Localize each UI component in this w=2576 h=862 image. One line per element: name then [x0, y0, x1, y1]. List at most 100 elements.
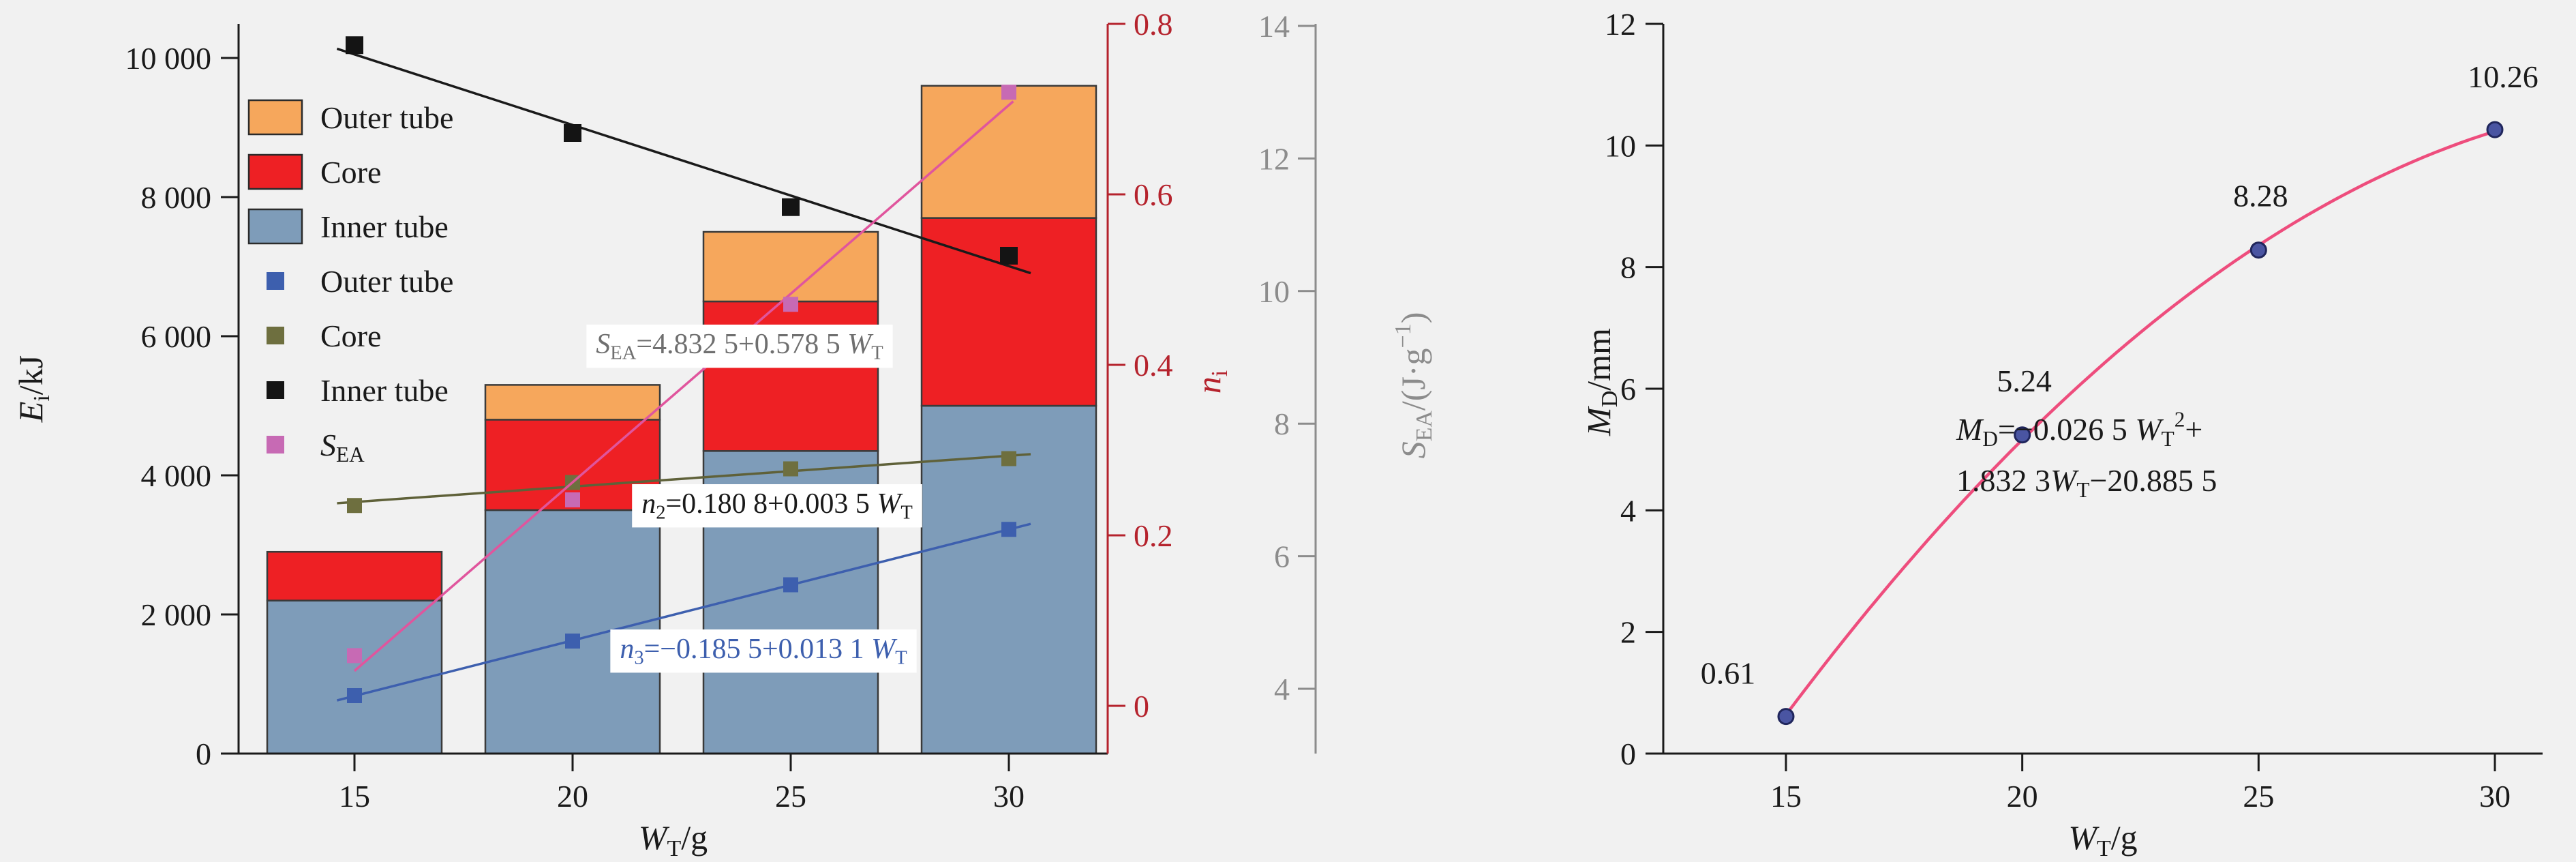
y-tick-label: 2 000 — [141, 597, 212, 632]
y-tick-label: 12 — [1605, 7, 1636, 42]
n-tick-label: 0.4 — [1134, 348, 1173, 383]
scatter-point — [565, 634, 580, 649]
legend-label: Inner tube — [320, 209, 449, 244]
x-axis-title: WT/g — [2068, 818, 2137, 861]
n-tick-label: 0.2 — [1134, 518, 1173, 553]
legend-marker — [267, 381, 284, 399]
data-point — [2249, 241, 2267, 259]
sea-tick-label: 8 — [1274, 406, 1290, 441]
sea-axis-title: SEA/(J·g−1) — [1391, 312, 1437, 459]
sea-tick-label: 10 — [1258, 274, 1290, 309]
legend-marker — [267, 272, 284, 290]
legend-label: Outer tube — [320, 264, 453, 299]
y-tick-label: 0 — [196, 737, 211, 771]
legend-label: Outer tube — [320, 100, 453, 135]
y-tick-label: 0 — [1620, 737, 1636, 771]
n-tick-label: 0.6 — [1134, 177, 1173, 212]
legend-label: Core — [320, 318, 381, 353]
scatter-point — [1001, 451, 1016, 466]
scatter-point — [783, 461, 798, 477]
fit-line — [336, 522, 1031, 702]
n-tick-label: 0.8 — [1134, 7, 1173, 42]
equation-annotation: n3=−0.185 5+0.013 1 WT — [610, 629, 917, 673]
point-value-label: 10.26 — [2468, 59, 2539, 94]
legend-label: Inner tube — [320, 373, 449, 408]
bar-segment-outer-tube — [484, 384, 661, 421]
equation-text: n3=−0.185 5+0.013 1 WT — [620, 634, 907, 668]
equation-annotation: SEA=4.832 5+0.578 5 WT — [586, 325, 893, 368]
legend-swatch — [247, 153, 303, 190]
bar-segment-outer-tube — [920, 85, 1097, 219]
x-tick-label: 25 — [2243, 779, 2274, 814]
y-tick-label: 8 000 — [141, 180, 212, 215]
left-chart-svg: 0 2 000 4 000 6 000 8 000 10 000 15 20 25 30 0 0.2 0… — [12, 7, 1437, 861]
scatter-point — [783, 577, 798, 593]
equation-text: n2=0.180 8+0.003 5 WT — [641, 488, 913, 523]
scatter-point — [347, 648, 362, 664]
y-tick-label: 6 — [1620, 372, 1636, 406]
x-axis-title: WT/g — [639, 818, 708, 861]
scatter-point — [1001, 522, 1016, 537]
scatter-point — [1001, 85, 1016, 100]
equation-line-2: 1.832 3WT−20.885 5 — [1956, 463, 2217, 502]
y-tick-label: 10 — [1605, 128, 1636, 163]
scatter-point — [347, 688, 362, 703]
point-value-label: 0.61 — [1701, 656, 1756, 691]
legend-marker — [267, 436, 284, 454]
y-axis-title: MD/mm — [1588, 328, 1622, 436]
data-point — [2486, 121, 2504, 138]
y-tick-label: 6 000 — [141, 319, 212, 354]
y-tick-label: 4 — [1620, 493, 1636, 528]
equation-line-1: MD=−0.026 5 WT2+ — [1956, 408, 2202, 451]
fit-line — [336, 47, 1031, 275]
bar-segment-core — [266, 550, 443, 601]
x-tick-label: 15 — [339, 779, 370, 814]
x-tick-label: 15 — [1770, 779, 1802, 814]
scatter-point — [1000, 247, 1018, 265]
data-point — [1777, 708, 1795, 726]
equation-annotation: n2=0.180 8+0.003 5 WT — [632, 484, 922, 528]
scatter-point — [783, 297, 798, 312]
sea-tick-label: 12 — [1258, 141, 1290, 176]
left-y-axis-title: Ei/kJ — [12, 355, 55, 423]
legend: Outer tube Core Inner tube Outer tube Core In… — [247, 99, 453, 466]
data-point — [2014, 426, 2031, 444]
legend-swatch — [247, 208, 303, 245]
equation-box — [610, 629, 917, 673]
legend-marker — [267, 327, 284, 344]
sea-tick-label: 14 — [1258, 9, 1290, 44]
scatter-point — [565, 492, 580, 507]
bar-segment-core — [702, 300, 879, 452]
n-tick-label: 0 — [1134, 689, 1149, 724]
point-value-label: 8.28 — [2233, 179, 2288, 213]
sea-tick-label: 6 — [1274, 539, 1290, 574]
equation-box — [632, 484, 922, 528]
x-tick-label: 30 — [2479, 779, 2511, 814]
y-tick-label: 4 000 — [141, 458, 212, 493]
legend-label: SEA — [320, 428, 365, 466]
y-tick-label: 2 — [1620, 615, 1636, 650]
y-tick-label: 10 000 — [125, 41, 212, 76]
x-tick-label: 20 — [557, 779, 588, 814]
x-tick-label: 20 — [2007, 779, 2038, 814]
right-chart-svg: 0 2 4 6 8 10 12 15 20 25 30 MD/mm WT/g 0.61 5.24 8.28 10… — [1588, 7, 2543, 861]
fit-curve — [1785, 130, 2496, 716]
scatter-point — [564, 124, 581, 142]
x-tick-label: 25 — [775, 779, 806, 814]
legend-swatch — [247, 99, 303, 136]
scatter-point — [346, 36, 363, 55]
y-tick-label: 8 — [1620, 250, 1636, 285]
equation-text: SEA=4.832 5+0.578 5 WT — [596, 329, 883, 363]
point-value-label: 5.24 — [1997, 363, 2052, 398]
fit-line — [353, 100, 1014, 672]
scatter-point — [782, 198, 800, 216]
equation-box — [586, 325, 893, 368]
legend-label: Core — [320, 155, 381, 190]
sea-tick-label: 4 — [1274, 672, 1290, 707]
x-tick-label: 30 — [993, 779, 1025, 814]
scatter-point — [347, 498, 362, 514]
bar-segment-inner-tube — [266, 599, 443, 755]
fit-line — [337, 453, 1031, 505]
n-axis-title: ni — [1189, 370, 1232, 393]
